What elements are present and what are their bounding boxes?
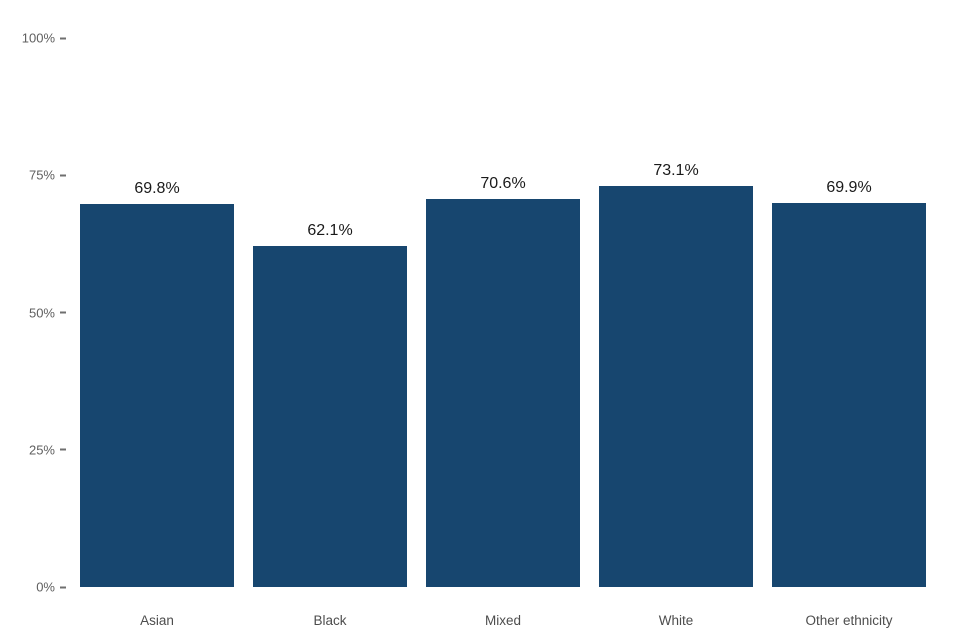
y-axis-tick-label: 0% [36, 579, 55, 595]
x-axis-label-mixed: Mixed [484, 613, 521, 628]
bar-group-mixed: 70.6% Mixed [426, 38, 580, 628]
y-axis-tick: 25% [29, 442, 66, 457]
y-axis-tick-label: 100% [21, 30, 55, 46]
bar-value-label-black: 62.1% [307, 222, 353, 240]
bar-group-other-ethnicity: 69.9% Other ethnicity [772, 38, 926, 628]
bar-mixed [426, 199, 580, 587]
bar-asian [80, 203, 234, 587]
y-axis-tick: 50% [29, 305, 66, 320]
y-axis-tick-mark [60, 37, 66, 39]
bar-group-asian: 69.8% Asian [80, 38, 234, 628]
y-axis-tick-mark [60, 311, 66, 314]
y-axis-tick: 75% [29, 168, 66, 183]
x-axis-label-asian: Asian [140, 613, 174, 628]
y-axis: 0% 25% 50% 75% 100% [0, 0, 66, 640]
y-axis-tick-label: 75% [28, 167, 55, 183]
bar-value-label-asian: 69.8% [134, 179, 180, 197]
x-axis-label-white: White [658, 613, 694, 628]
bar-group-white: 73.1% White [599, 38, 753, 628]
bar-white [599, 185, 753, 587]
bar-value-label-other-ethnicity: 69.9% [826, 179, 872, 197]
y-axis-tick-mark [60, 586, 66, 588]
bar-value-label-mixed: 70.6% [480, 175, 526, 193]
bar-value-label-white: 73.1% [653, 161, 699, 179]
x-axis-label-black: Black [313, 613, 347, 628]
plot-area: 69.8% Asian 62.1% Black 70.6% Mixed 73.1% White… [80, 38, 926, 628]
bar-other-ethnicity [772, 203, 926, 587]
bar-black [253, 246, 407, 587]
y-axis-tick-mark [60, 174, 66, 177]
bar-group-black: 62.1% Black [253, 38, 407, 628]
y-axis-tick-label: 25% [28, 442, 55, 458]
y-axis-tick: 0% [36, 580, 66, 595]
y-axis-tick-label: 50% [28, 305, 55, 320]
x-axis-label-other-ethnicity: Other ethnicity [805, 613, 893, 628]
y-axis-tick-mark [60, 448, 66, 451]
y-axis-tick: 100% [22, 31, 66, 46]
